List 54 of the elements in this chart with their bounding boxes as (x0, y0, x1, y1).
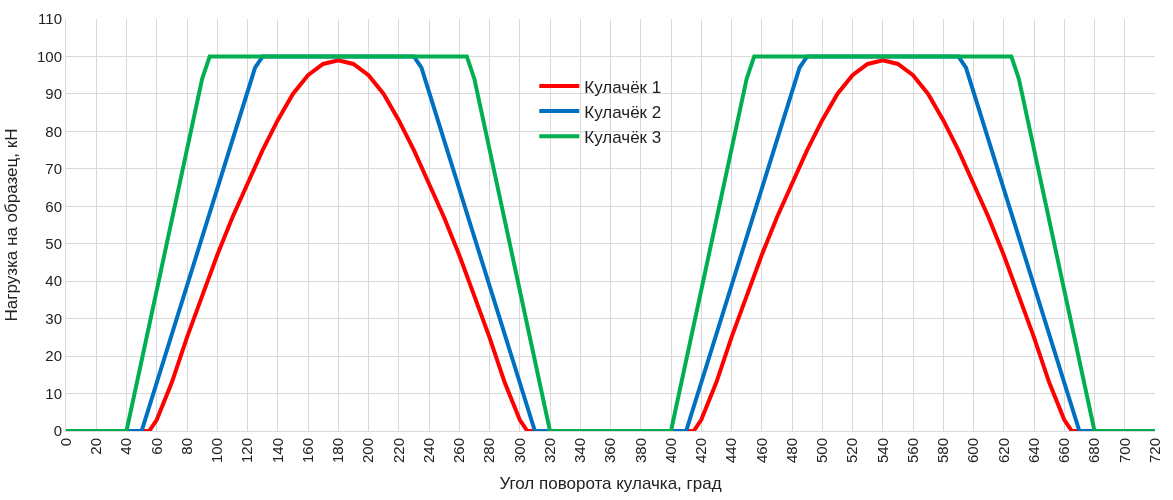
x-tick-label: 20 (87, 438, 105, 455)
y-tick-label: 90 (45, 85, 62, 103)
x-tick-label: 40 (117, 438, 135, 455)
y-tick-label: 20 (45, 347, 62, 365)
x-tick-label: 480 (782, 438, 800, 464)
x-tick-label: 540 (873, 438, 891, 464)
x-tick-label: 80 (177, 438, 195, 455)
x-tick-label: 700 (1115, 438, 1133, 464)
x-tick-label: 680 (1085, 438, 1103, 464)
y-tick-label: 50 (45, 234, 62, 252)
y-tick-label: 110 (38, 10, 62, 28)
x-tick-label: 140 (268, 438, 286, 464)
y-tick-label: 70 (45, 160, 62, 178)
x-tick-label: 160 (298, 438, 316, 464)
x-tick-label: 280 (480, 438, 498, 464)
x-tick-label: 640 (1024, 438, 1042, 464)
legend-label: Кулачёк 3 (584, 127, 662, 147)
x-tick-label: 720 (1145, 438, 1163, 464)
x-tick-label: 520 (843, 438, 861, 464)
x-tick-label: 420 (692, 438, 710, 464)
y-tick-label: 40 (45, 272, 62, 290)
x-tick-label: 100 (208, 438, 226, 464)
y-tick-label: 100 (36, 47, 62, 65)
y-axis-title: Нагрузка на образец, кН (1, 128, 21, 322)
y-tick-label: 0 (53, 422, 62, 440)
legend-label: Кулачёк 1 (584, 77, 662, 97)
x-tick-label: 200 (359, 438, 377, 464)
x-tick-label: 60 (147, 438, 165, 455)
x-tick-label: 380 (631, 438, 649, 464)
x-tick-label: 460 (752, 438, 770, 464)
x-tick-label: 440 (722, 438, 740, 464)
legend-label: Кулачёк 2 (584, 102, 662, 122)
x-tick-label: 0 (56, 438, 74, 447)
y-tick-label: 10 (45, 384, 62, 402)
x-tick-label: 360 (601, 438, 619, 464)
x-axis-title: Угол поворота кулачка, град (499, 474, 722, 494)
x-tick-label: 660 (1055, 438, 1073, 464)
x-tick-label: 400 (661, 438, 679, 464)
x-tick-label: 300 (510, 438, 528, 464)
x-tick-label: 260 (450, 438, 468, 464)
x-tick-label: 600 (964, 438, 982, 464)
x-tick-label: 340 (571, 438, 589, 464)
y-tick-label: 60 (45, 197, 62, 215)
x-tick-label: 560 (903, 438, 921, 464)
x-tick-label: 220 (389, 438, 407, 464)
x-tick-label: 240 (419, 438, 437, 464)
x-tick-label: 580 (934, 438, 952, 464)
x-tick-label: 120 (238, 438, 256, 464)
x-tick-label: 620 (994, 438, 1012, 464)
x-tick-label: 500 (813, 438, 831, 464)
x-tick-label: 180 (329, 438, 347, 464)
y-tick-label: 80 (45, 122, 62, 140)
y-tick-label: 30 (45, 309, 62, 327)
x-tick-label: 320 (540, 438, 558, 464)
